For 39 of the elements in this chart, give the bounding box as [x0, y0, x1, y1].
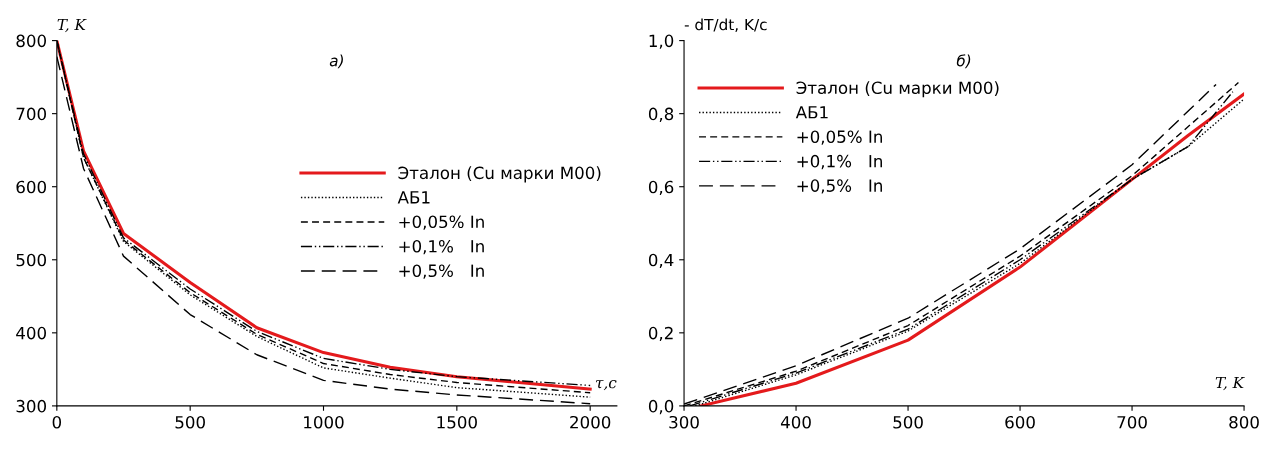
legend-label: +0,1% In	[399, 239, 484, 255]
legend-label: Эталон (Cu марки М00)	[398, 166, 601, 183]
text: а)	[329, 54, 343, 69]
legend-label: +0,05% In	[797, 130, 882, 145]
legend-label: АБ1	[795, 106, 828, 119]
legend-label: +0,1% In	[797, 154, 882, 170]
x-tick-label: 300	[669, 415, 699, 429]
x-tick-label: 1500	[437, 415, 477, 429]
legend-label: +0,5% In	[399, 264, 484, 279]
x-tick-label: 700	[1117, 415, 1147, 429]
y-tick-label: 0,6	[648, 180, 674, 195]
x-tick-label: 1000	[304, 415, 344, 429]
x-axis-title: T, K	[1215, 376, 1245, 391]
y-tick-label: 1,0	[649, 34, 674, 49]
y-tick-label: 0,8	[648, 107, 674, 122]
x-tick-label: 600	[1005, 415, 1035, 429]
x-tick-label: 400	[780, 415, 811, 429]
text: б)	[956, 54, 971, 69]
y-tick-label: 800	[16, 34, 47, 48]
y-tick-label: 500	[16, 253, 47, 267]
y-tick-label: 700	[16, 107, 47, 121]
y-tick-label: 400	[16, 326, 47, 340]
x-tick-label: 500	[175, 415, 205, 429]
x-tick-label: 2000	[570, 415, 611, 429]
x-tick-label: 800	[1229, 415, 1259, 429]
legend-label: +0,5% In	[797, 179, 882, 194]
y-axis-title: - dT/dt, K/c	[684, 18, 767, 32]
legend-label: Эталон (Cu марки М00)	[796, 81, 999, 98]
legend-label: +0,05% In	[399, 215, 484, 230]
y-tick-label: 0,0	[648, 399, 674, 415]
y-tick-label: 600	[16, 180, 47, 194]
y-axis-title: T, K	[57, 18, 87, 33]
y-tick-label: 300	[16, 399, 47, 413]
y-tick-label: 0,2	[648, 326, 673, 342]
legend-label: АБ1	[397, 191, 430, 204]
x-axis-title: τ,c	[596, 379, 617, 391]
x-tick-label: 0	[52, 415, 62, 429]
y-tick-label: 0,4	[648, 253, 674, 269]
x-tick-label: 500	[893, 415, 923, 429]
